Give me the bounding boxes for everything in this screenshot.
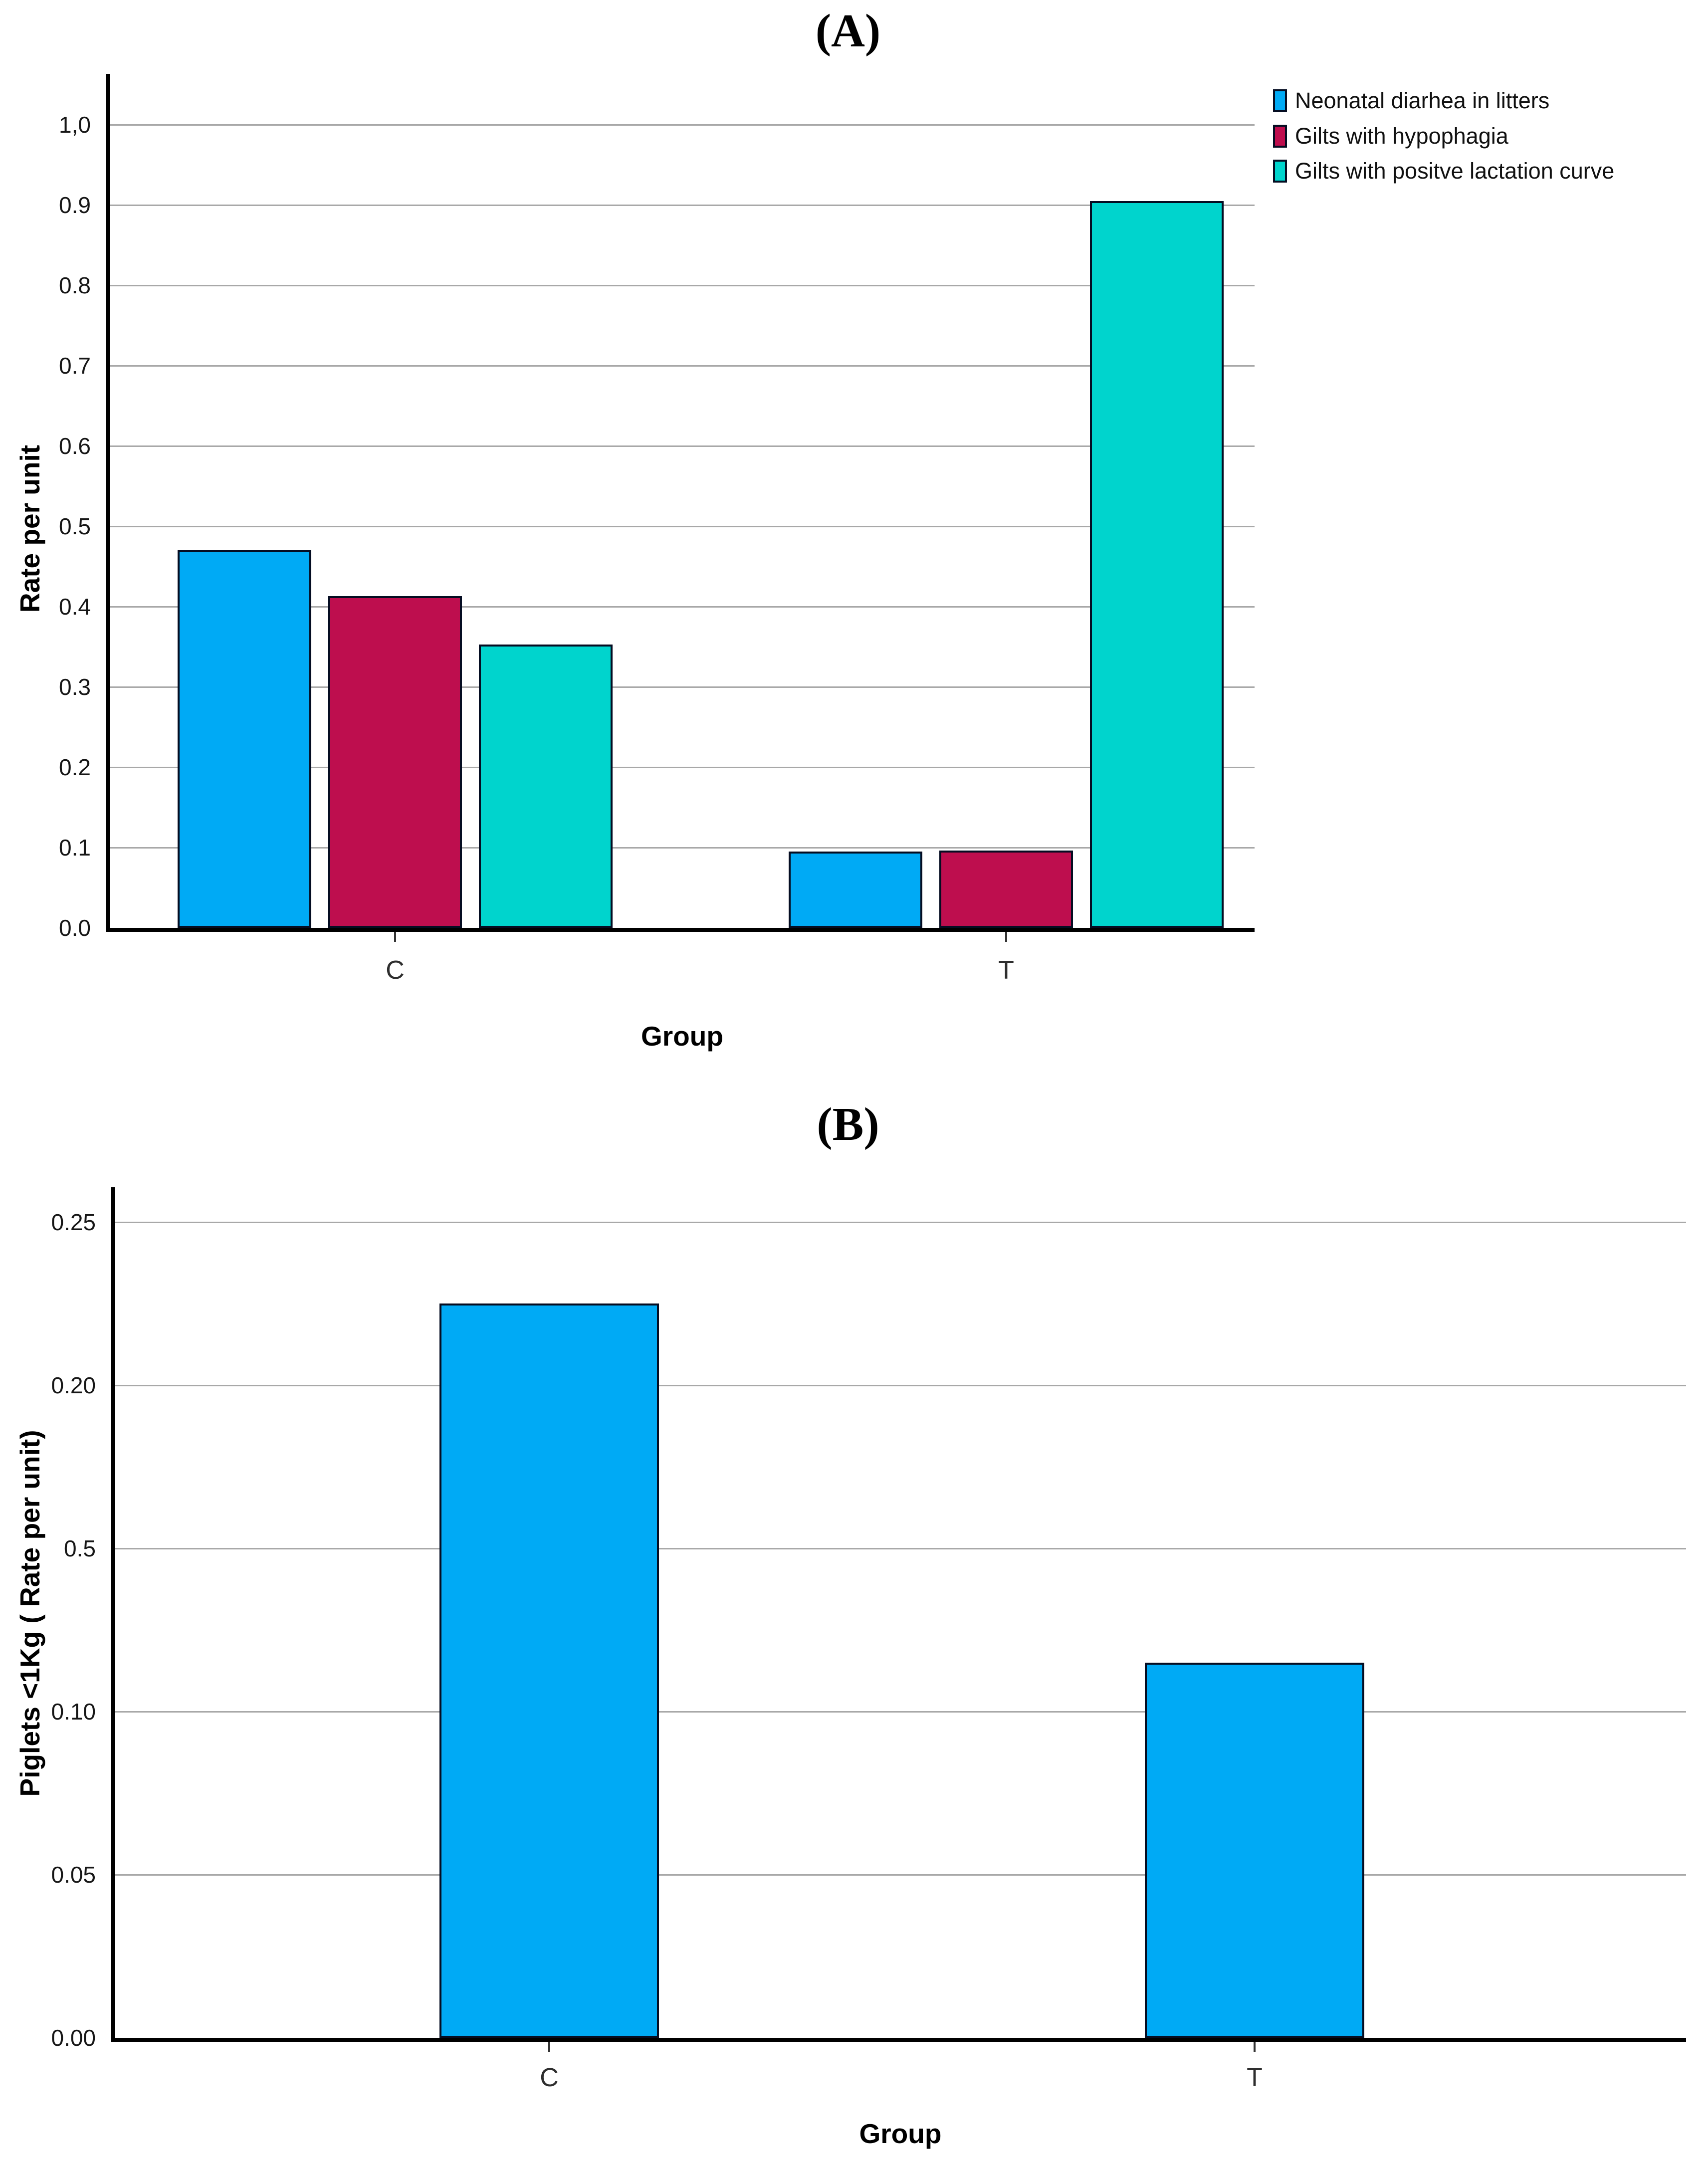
x-tick-mark <box>394 932 396 942</box>
x-axis-line <box>106 928 1255 932</box>
bar <box>939 851 1073 928</box>
x-tick-label: T <box>1247 2063 1263 2092</box>
gridline <box>110 445 1255 447</box>
gridline <box>110 767 1255 768</box>
gridline <box>115 1385 1686 1386</box>
gridline <box>110 526 1255 527</box>
y-tick-label: 0.1 <box>59 835 91 861</box>
x-tick-mark <box>548 2042 550 2052</box>
y-tick-label: 0.05 <box>51 1862 96 1888</box>
bar <box>178 550 311 928</box>
x-tick-label: C <box>386 956 405 985</box>
y-tick-label: 0.10 <box>51 1699 96 1725</box>
panel-b-title: (B) <box>817 1098 879 1150</box>
gridline <box>110 205 1255 206</box>
y-tick-label: 0.4 <box>59 594 91 620</box>
y-tick-label: 0.9 <box>59 192 91 218</box>
bar <box>479 645 613 928</box>
gridline <box>110 847 1255 849</box>
y-tick-label: 1,0 <box>59 112 91 138</box>
y-tick-label: 0.20 <box>51 1372 96 1398</box>
legend-swatch <box>1273 160 1287 183</box>
legend-label: Gilts with positve lactation curve <box>1295 158 1615 184</box>
legend-label: Neonatal diarhea in litters <box>1295 88 1550 113</box>
y-axis-line <box>106 74 110 932</box>
x-tick-mark <box>1254 2042 1256 2052</box>
panel-a-title: (A) <box>815 5 881 57</box>
bar <box>328 596 462 928</box>
x-tick-label: C <box>540 2063 559 2092</box>
gridline <box>115 1874 1686 1876</box>
y-tick-label: 0.00 <box>51 2025 96 2051</box>
x-tick-mark <box>1005 932 1007 942</box>
gridline <box>110 686 1255 688</box>
legend-label: Gilts with hypophagia <box>1295 123 1508 149</box>
y-tick-label: 0.0 <box>59 915 91 941</box>
bar <box>439 1303 659 2038</box>
chart-a-x-axis-title: Group <box>641 1021 723 1052</box>
y-tick-label: 0.6 <box>59 433 91 459</box>
y-tick-label: 0.2 <box>59 754 91 780</box>
y-tick-label: 0.5 <box>64 1535 96 1561</box>
x-axis-line <box>111 2038 1686 2042</box>
legend-swatch <box>1273 89 1287 112</box>
x-tick-label: T <box>998 956 1014 985</box>
chart-b-y-axis-title: Piglets <1Kg ( Rate per unit) <box>14 1430 45 1797</box>
gridline <box>110 124 1255 126</box>
chart-b-x-axis-title: Group <box>859 2118 942 2149</box>
legend-swatch <box>1273 125 1287 148</box>
gridline <box>115 1548 1686 1549</box>
y-tick-label: 0.25 <box>51 1209 96 1235</box>
y-tick-label: 0.3 <box>59 674 91 700</box>
y-axis-line <box>111 1187 115 2042</box>
bar <box>1090 201 1224 928</box>
gridline <box>110 365 1255 367</box>
bar <box>789 852 922 928</box>
gridline <box>115 1711 1686 1713</box>
bar <box>1145 1663 1364 2038</box>
y-tick-label: 0.8 <box>59 272 91 298</box>
y-tick-label: 0.7 <box>59 353 91 379</box>
chart-a-y-axis-title: Rate per unit <box>14 444 45 613</box>
gridline <box>110 285 1255 286</box>
gridline <box>115 1222 1686 1223</box>
y-tick-label: 0.5 <box>59 513 91 539</box>
gridline <box>110 606 1255 608</box>
